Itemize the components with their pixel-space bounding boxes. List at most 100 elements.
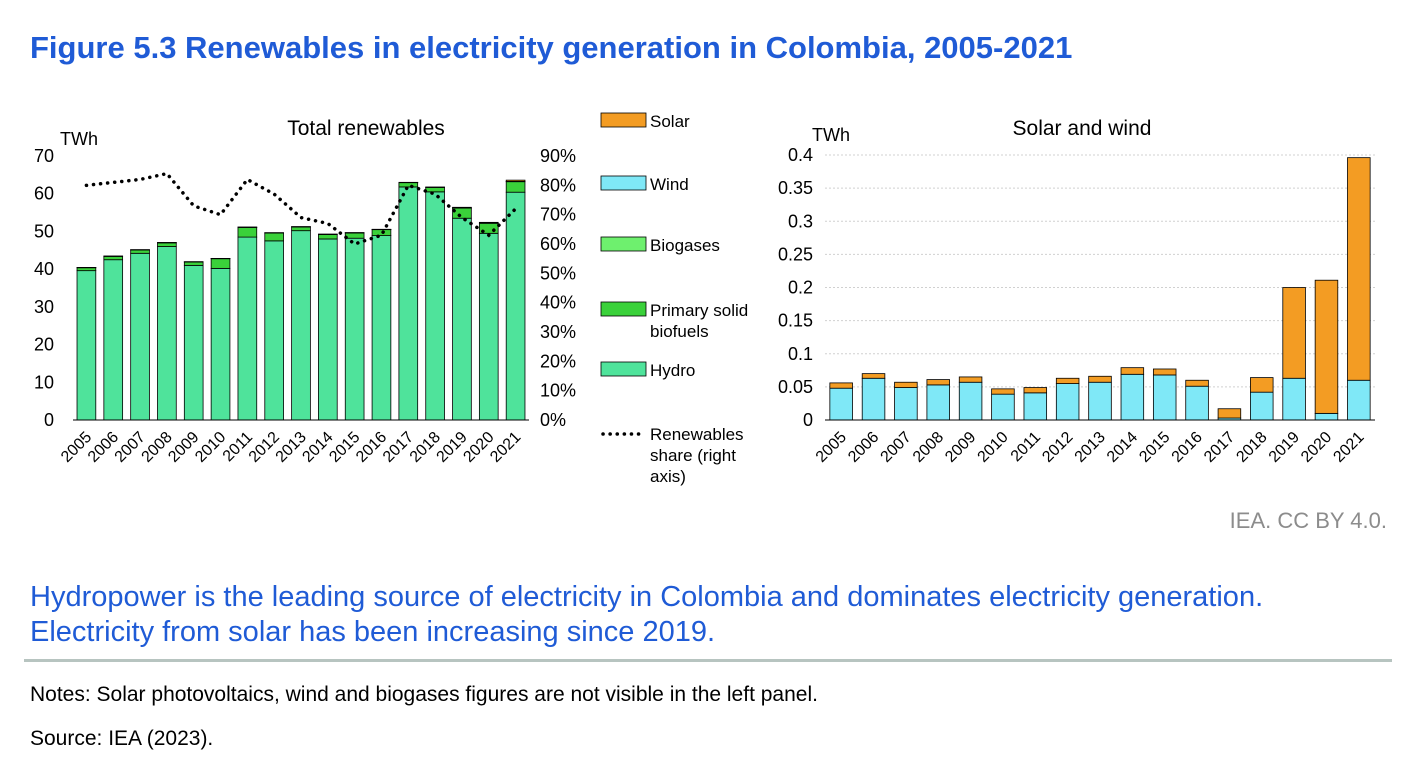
left-bar-hydro — [398, 186, 419, 421]
left-y-tick-label: 10 — [34, 372, 54, 392]
right-bar-solar — [829, 382, 853, 389]
left-bar-hydro — [183, 264, 204, 421]
right-x-tick-label: 2020 — [1298, 429, 1335, 466]
right-bar-wind — [1282, 377, 1306, 421]
left-x-tick-label: 2012 — [246, 429, 283, 466]
left-x-tick-label: 2020 — [460, 429, 497, 466]
left-y-tick-label: 0 — [44, 410, 54, 430]
right-x-tick-label: 2015 — [1136, 429, 1173, 466]
left-y2-tick-label: 70% — [540, 205, 576, 225]
legend: Solar Wind Biogases Primary solid biofuels Hy… — [600, 112, 748, 486]
figure-title: Figure 5.3 Renewables in electricity gen… — [30, 30, 1073, 65]
left-bar-primary-solid-biofuels — [210, 258, 231, 269]
divider — [24, 659, 1392, 662]
left-x-tick-label: 2009 — [165, 429, 202, 466]
left-x-tick-label: 2017 — [380, 429, 417, 466]
right-y-tick-label: 0.1 — [788, 344, 813, 364]
legend-swatch-solar — [600, 112, 647, 128]
left-bar-hydro — [237, 236, 258, 421]
left-y-tick-label: 50 — [34, 221, 54, 241]
left-bar-solar — [452, 206, 472, 209]
left-x-tick-label: 2018 — [407, 429, 444, 466]
right-panel-solar-and-wind: Solar and wind TWh 0 0.05 0.1 0.15 0.2 0.25 0.3 0… — [778, 117, 1375, 466]
right-bar-wind — [1314, 412, 1339, 421]
right-bar-wind — [861, 377, 886, 421]
right-bar-wind — [1347, 379, 1371, 421]
left-y2-tick-label: 20% — [540, 351, 576, 371]
right-bar-solar — [958, 376, 983, 383]
left-y-tick-label: 20 — [34, 335, 54, 355]
legend-label: Solar — [650, 112, 690, 131]
right-x-tick-label: 2010 — [975, 429, 1012, 466]
legend-swatch-hydro — [600, 361, 647, 377]
legend-label: Primary solid — [650, 301, 748, 320]
right-bar-solar — [1120, 367, 1145, 375]
legend-label: Renewables — [650, 425, 744, 444]
legend-label: share (right — [650, 446, 736, 465]
left-y2-tick-label: 80% — [540, 175, 576, 195]
caption-text: Hydropower is the leading source of elec… — [30, 581, 1264, 648]
legend-label: Wind — [650, 175, 689, 194]
left-bar-hydro — [210, 267, 231, 421]
left-bar-hydro — [76, 270, 97, 421]
left-bar-hydro — [103, 259, 124, 421]
left-y-tick-label: 40 — [34, 259, 54, 279]
left-bar-solar — [478, 221, 499, 224]
right-x-tick-label: 2019 — [1266, 429, 1303, 466]
left-y2-tick-label: 0% — [540, 410, 566, 430]
left-bar-primary-solid-biofuels — [505, 181, 526, 193]
right-bar-solar — [926, 379, 950, 386]
right-x-tick-label: 2014 — [1104, 429, 1141, 466]
right-bar-wind — [1055, 383, 1080, 421]
right-y-tick-label: 0.05 — [778, 377, 813, 397]
left-bar-primary-solid-biofuels — [183, 261, 204, 266]
right-y-tick-label: 0.25 — [778, 244, 813, 264]
left-y-axis-unit: TWh — [60, 129, 98, 149]
left-x-tick-label: 2021 — [487, 429, 524, 466]
left-y2-tick-label: 50% — [540, 263, 576, 283]
left-x-tick-label: 2016 — [353, 429, 390, 466]
right-bar-wind — [829, 387, 853, 421]
right-chart-title: Solar and wind — [1013, 117, 1152, 140]
right-y-tick-label: 0.2 — [788, 278, 813, 298]
left-bar-hydro — [505, 191, 526, 421]
left-y2-tick-label: 40% — [540, 293, 576, 313]
left-y2-tick-label: 90% — [540, 146, 576, 166]
source-text: Source: IEA (2023). — [30, 727, 214, 750]
right-y-tick-label: 0 — [803, 410, 813, 430]
right-bar-solar — [1217, 408, 1242, 419]
right-x-tick-label: 2011 — [1008, 429, 1044, 465]
left-x-tick-label: 2006 — [85, 429, 122, 466]
right-x-tick-label: 2012 — [1039, 429, 1076, 466]
right-bar-wind — [991, 393, 1015, 421]
left-bar-primary-solid-biofuels — [318, 234, 338, 240]
right-y-axis-unit: TWh — [812, 125, 850, 145]
right-x-tick-label: 2016 — [1169, 429, 1206, 466]
left-bar-hydro — [371, 235, 392, 421]
right-x-tick-label: 2007 — [878, 429, 915, 466]
left-bar-primary-solid-biofuels — [103, 255, 124, 261]
right-bar-solar — [1055, 377, 1080, 384]
right-x-tick-label: 2013 — [1072, 429, 1109, 466]
left-bar-solar — [505, 179, 526, 182]
left-y-tick-label: 60 — [34, 184, 54, 204]
right-bar-solar — [1282, 287, 1306, 379]
right-bar-wind — [1152, 374, 1177, 421]
left-x-tick-label: 2014 — [299, 429, 336, 466]
right-bar-solar — [1185, 379, 1209, 387]
right-bar-wind — [1088, 381, 1112, 421]
right-bar-wind — [1023, 392, 1048, 421]
legend-swatch-primary-solid-biofuels — [600, 301, 647, 317]
right-y-tick-label: 0.4 — [788, 145, 813, 165]
right-y-tick-label: 0.35 — [778, 178, 813, 198]
left-panel-total-renewables: Total renewables TWh 0 10 20 30 40 50 60 70 0% 10% 2… — [34, 117, 576, 466]
left-y-tick-label: 70 — [34, 146, 54, 166]
credit-text: IEA. CC BY 4.0. — [1229, 508, 1387, 533]
right-x-tick-label: 2018 — [1233, 429, 1270, 466]
left-chart-title: Total renewables — [287, 117, 445, 140]
right-bar-wind — [1250, 391, 1274, 421]
right-x-tick-label: 2008 — [910, 429, 947, 466]
right-x-tick-label: 2009 — [942, 429, 979, 466]
left-bar-primary-solid-biofuels — [264, 232, 284, 242]
right-x-tick-label: 2017 — [1201, 429, 1238, 466]
